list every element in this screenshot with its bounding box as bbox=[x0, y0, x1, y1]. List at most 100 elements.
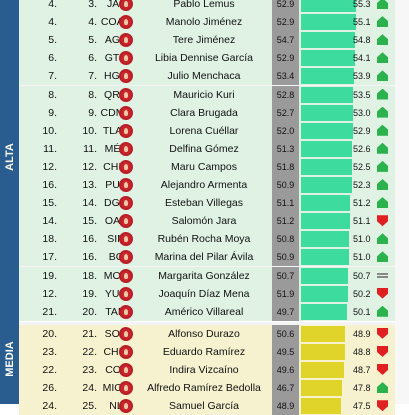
approval-bar-fill bbox=[301, 0, 357, 12]
avatar bbox=[119, 304, 133, 319]
approval-bar-fill bbox=[301, 158, 353, 175]
approval-value: 47.5 bbox=[353, 401, 371, 412]
approval-value: 50.1 bbox=[353, 306, 371, 317]
previous-rank: 23. bbox=[42, 345, 57, 358]
table-row: 5. 5. AGS Tere Jiménez 54.7 54.8 bbox=[19, 31, 395, 50]
trend-up-icon bbox=[377, 382, 388, 394]
approval-bar: 52.3 bbox=[301, 177, 371, 193]
governor-name: Samuel García bbox=[168, 400, 240, 413]
approval-bar-fill bbox=[301, 249, 349, 266]
table-row: 18. 16. SIN Rubén Rocha Moya 50.8 51.0 bbox=[19, 230, 395, 249]
current-rank: 12. bbox=[82, 160, 97, 173]
approval-value: 51.2 bbox=[353, 198, 371, 209]
approval-bar: 53.5 bbox=[301, 86, 371, 103]
governor-name: Lorena Cuéllar bbox=[169, 124, 239, 137]
previous-rank: 14. bbox=[42, 215, 57, 228]
trend-down-icon bbox=[377, 215, 388, 227]
approval-value: 55.3 bbox=[353, 0, 371, 9]
trend-down-icon bbox=[377, 287, 388, 299]
previous-score: 49.7 bbox=[272, 302, 299, 321]
approval-bar: 47.5 bbox=[301, 398, 371, 415]
previous-rank: 24. bbox=[42, 400, 57, 413]
previous-rank: 9. bbox=[48, 106, 57, 119]
approval-bar-fill bbox=[301, 122, 353, 139]
table-row: 22. 23. COL Indira Vizcaíno 49.6 48.7 bbox=[19, 361, 395, 379]
approval-value: 48.7 bbox=[353, 365, 371, 375]
current-rank: 8. bbox=[88, 88, 97, 101]
governor-name: Libia Dennise García bbox=[154, 52, 254, 65]
approval-value: 48.9 bbox=[353, 328, 371, 339]
current-rank: 10. bbox=[82, 124, 97, 137]
governor-name: Alfredo Ramírez Bedolla bbox=[147, 382, 261, 395]
approval-value: 51.1 bbox=[353, 216, 371, 227]
table-row: 19. 18. MOR Margarita González 50.7 50.7 bbox=[19, 266, 395, 285]
approval-bar-fill bbox=[301, 231, 349, 248]
current-rank: 24. bbox=[82, 382, 97, 395]
avatar bbox=[119, 178, 133, 192]
avatar bbox=[119, 232, 133, 247]
avatar bbox=[119, 87, 133, 102]
band-label-media: MEDIA bbox=[0, 313, 19, 404]
previous-rank: 4. bbox=[48, 0, 57, 10]
approval-bar-fill bbox=[301, 303, 348, 320]
table-row: 16. 13. PUE Alejandro Armenta 50.9 52.3 bbox=[19, 176, 395, 194]
trend-up-icon bbox=[377, 251, 388, 263]
approval-value: 51.0 bbox=[353, 252, 371, 263]
band-separator bbox=[19, 320, 395, 322]
governor-name: Margarita González bbox=[158, 269, 250, 282]
governor-name: Salomón Jara bbox=[171, 215, 237, 228]
avatar bbox=[119, 105, 133, 120]
previous-rank: 16. bbox=[42, 179, 57, 191]
trend-up-icon bbox=[377, 70, 388, 82]
current-rank: 22. bbox=[82, 345, 97, 358]
previous-rank: 4. bbox=[48, 16, 57, 29]
approval-value: 53.9 bbox=[353, 71, 371, 82]
governor-name: Eduardo Ramírez bbox=[162, 345, 246, 358]
previous-score: 49.6 bbox=[272, 361, 299, 379]
trend-up-icon bbox=[377, 16, 388, 28]
previous-score: 46.7 bbox=[272, 379, 299, 398]
table-row: 4. 4. COAH Manolo Jiménez 52.9 55.1 bbox=[19, 13, 395, 32]
governor-name: Américo Villareal bbox=[164, 305, 244, 318]
table-row: 24. 25. NL Samuel García 48.9 47.5 bbox=[19, 397, 395, 415]
approval-bar: 48.8 bbox=[301, 343, 371, 360]
trend-up-icon bbox=[377, 52, 388, 64]
governor-name: Julio Menchaca bbox=[167, 70, 241, 83]
approval-bar: 50.2 bbox=[301, 285, 371, 302]
table-row: 15. 14. DGO Esteban Villegas 51.1 51.2 bbox=[19, 194, 395, 213]
previous-score: 54.7 bbox=[272, 31, 299, 50]
current-rank: 4. bbox=[88, 16, 97, 29]
approval-bar-fill bbox=[301, 398, 342, 415]
previous-rank: 18. bbox=[42, 233, 57, 246]
previous-score: 50.9 bbox=[272, 176, 299, 194]
approval-bar: 51.1 bbox=[301, 213, 371, 230]
approval-bar-fill bbox=[301, 362, 344, 378]
trend-down-icon bbox=[377, 327, 388, 339]
previous-rank: 6. bbox=[48, 52, 57, 65]
previous-rank: 19. bbox=[42, 269, 57, 282]
table-row: 20. 21. SON Alfonso Durazo 50.6 48.9 bbox=[19, 324, 395, 343]
avatar bbox=[119, 0, 133, 11]
governor-name: Rubén Rocha Moya bbox=[157, 233, 251, 246]
current-rank: 5. bbox=[88, 34, 97, 47]
approval-bar: 51.2 bbox=[301, 195, 371, 212]
current-rank: 23. bbox=[82, 364, 97, 376]
previous-score: 52.0 bbox=[272, 121, 299, 140]
previous-score: 49.5 bbox=[272, 342, 299, 361]
approval-value: 52.6 bbox=[353, 143, 371, 154]
current-rank: 14. bbox=[82, 197, 97, 210]
approval-value: 53.0 bbox=[353, 107, 371, 118]
table-row: 17. 16. BC Marina del Pilar Ávila 50.9 51.0 bbox=[19, 248, 395, 267]
ranking-table: 4. 3. JAL Pablo Lemus 52.9 55.3 4. 4. COAH Manolo… bbox=[19, 0, 395, 415]
approval-bar: 50.7 bbox=[301, 267, 371, 284]
current-rank: 21. bbox=[82, 327, 97, 340]
trend-equal-icon bbox=[377, 272, 388, 278]
approval-bar-fill bbox=[301, 267, 349, 284]
approval-bar-fill bbox=[301, 213, 350, 230]
previous-score: 50.9 bbox=[272, 248, 299, 267]
current-rank: 7. bbox=[88, 70, 97, 83]
approval-bar: 52.5 bbox=[301, 158, 371, 175]
current-rank: 19. bbox=[82, 287, 97, 300]
avatar bbox=[119, 51, 133, 66]
table-row: 4. 3. JAL Pablo Lemus 52.9 55.3 bbox=[19, 0, 395, 13]
